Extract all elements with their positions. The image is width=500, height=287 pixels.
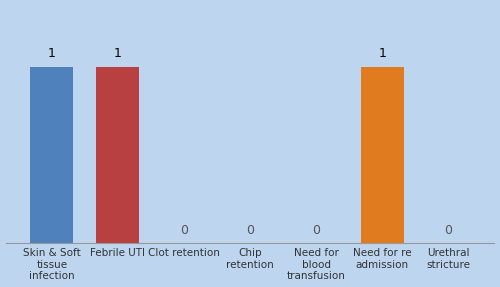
Text: 0: 0 (180, 224, 188, 236)
Bar (30, 67, 74, 243)
Text: 1: 1 (114, 47, 122, 60)
Text: 0: 0 (444, 224, 452, 236)
Text: 0: 0 (246, 224, 254, 236)
Text: 1: 1 (48, 47, 56, 60)
Text: 0: 0 (312, 224, 320, 236)
Bar (96, 67, 140, 243)
Bar (360, 67, 404, 243)
Text: 1: 1 (378, 47, 386, 60)
